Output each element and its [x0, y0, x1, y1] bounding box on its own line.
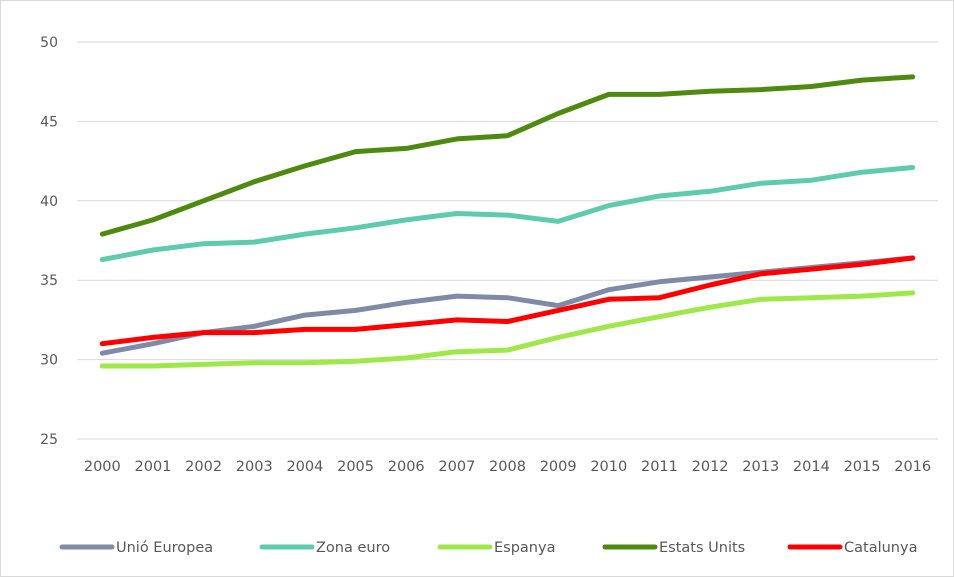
x-tick-label: 2000	[84, 459, 121, 475]
y-tick-label: 45	[40, 114, 58, 130]
x-axis-ticks: 2000 2001 2002 2003 2004 2005 2006 2007 2008 2009…	[84, 459, 931, 475]
x-tick-label: 2005	[337, 459, 374, 475]
x-tick-label: 2014	[793, 459, 830, 475]
x-tick-label: 2009	[540, 459, 577, 475]
x-tick-label: 2011	[641, 459, 678, 475]
legend: Unió Europea Zona euro Espanya Estats Units…	[59, 540, 917, 556]
legend-label: Unió Europea	[116, 540, 213, 556]
legend-label: Zona euro	[316, 540, 390, 556]
y-tick-label: 35	[40, 273, 58, 289]
y-tick-label: 25	[40, 432, 58, 448]
x-tick-label: 2010	[590, 459, 627, 475]
x-tick-label: 2016	[894, 459, 931, 475]
y-axis-ticks: 25 30 35 40 45 50	[40, 35, 58, 448]
series-line-1	[99, 165, 916, 263]
x-tick-label: 2013	[742, 459, 779, 475]
y-tick-label: 40	[40, 194, 58, 210]
series-line-3	[99, 74, 916, 237]
y-tick-label: 30	[40, 353, 58, 369]
x-tick-label: 2001	[135, 459, 172, 475]
legend-label: Espanya	[494, 540, 555, 556]
legend-label: Catalunya	[844, 540, 917, 556]
x-tick-label: 2002	[185, 459, 222, 475]
series-line-4	[99, 255, 916, 347]
x-tick-label: 2008	[489, 459, 526, 475]
x-tick-label: 2012	[692, 459, 729, 475]
legend-label: Estats Units	[659, 540, 745, 556]
x-tick-label: 2007	[438, 459, 475, 475]
x-tick-label: 2004	[286, 459, 323, 475]
series-lines	[99, 74, 916, 369]
x-tick-label: 2006	[388, 459, 425, 475]
y-tick-label: 50	[40, 35, 58, 51]
gridlines	[77, 41, 938, 440]
series-line-2	[99, 290, 916, 369]
x-tick-label: 2003	[236, 459, 273, 475]
x-tick-label: 2015	[844, 459, 881, 475]
